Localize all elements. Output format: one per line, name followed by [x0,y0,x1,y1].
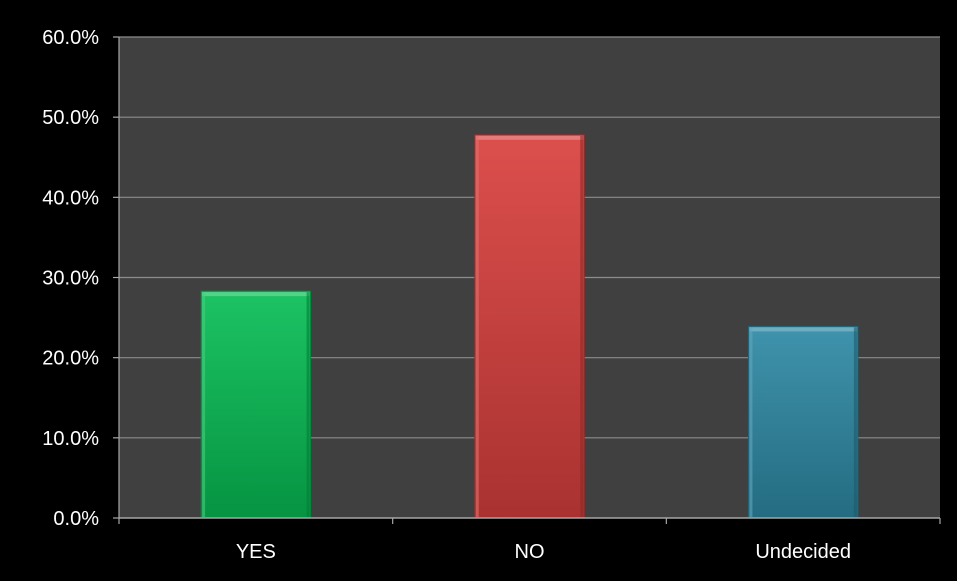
x-axis-category-label: Undecided [755,541,851,563]
axes [118,37,941,524]
x-axis-category-label: NO [515,541,545,563]
bar-top-highlight [202,292,310,297]
y-axis-tick-label: 50.0% [42,107,99,129]
bar-left-highlight [202,292,206,517]
bar-right-shade [306,292,310,517]
y-axis-tick-label: 10.0% [42,428,99,450]
bar-right-shade [580,135,584,517]
bars [200,134,859,519]
y-axis-tick-label: 0.0% [53,508,99,530]
bar-no [474,134,585,519]
y-axis-tick-labels: 0.0% 10.0% 20.0% 30.0% 40.0% 50.0% 60.0% [42,27,99,530]
bar-top-highlight [475,135,584,140]
bar-yes [200,290,312,519]
bar-left-highlight [749,327,753,517]
y-axis-tick-label: 30.0% [42,268,99,290]
x-axis-category-labels: YES NO Undecided [236,541,851,563]
y-axis-tick-label: 40.0% [42,187,99,209]
y-axis-tick-label: 60.0% [42,27,99,49]
bar-top-highlight [749,327,857,332]
bar-right-shade [853,327,857,517]
bar-left-highlight [475,135,479,517]
x-axis-category-label: YES [236,541,276,563]
y-axis-tick-label: 20.0% [42,348,99,370]
bar-undecided [747,325,859,519]
